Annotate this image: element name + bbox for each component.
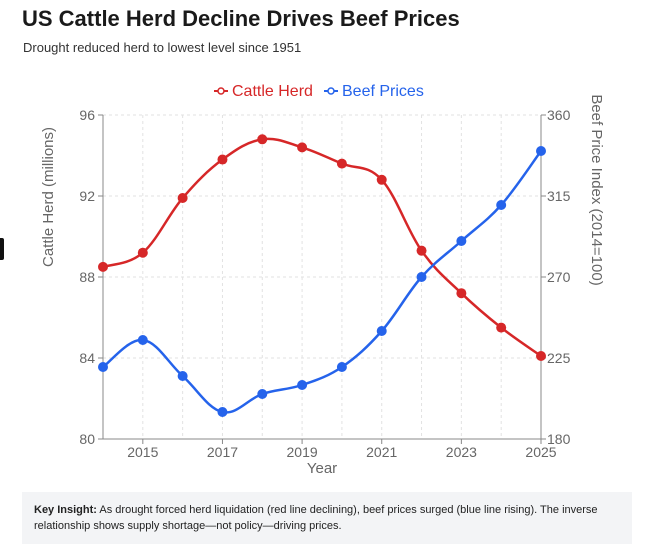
x-tick-label: 2021: [366, 444, 397, 460]
y2-tick-label: 180: [547, 431, 571, 447]
x-tick-label: 2019: [287, 444, 318, 460]
beef-prices-point: [536, 146, 546, 156]
beef-prices-point: [98, 362, 108, 372]
beef-prices-point: [456, 236, 467, 246]
chart-legend: Cattle Herd Beef Prices: [214, 83, 424, 100]
beef-prices-point: [137, 335, 148, 345]
y-tick-label: 88: [79, 269, 95, 285]
y-axis-label: Cattle Herd (millions): [40, 127, 57, 267]
cattle-herd-point: [496, 322, 507, 333]
x-tick-label: 2017: [207, 444, 238, 460]
edge-marker: [0, 238, 4, 260]
chart-subtitle: Drought reduced herd to lowest level sin…: [23, 40, 302, 55]
tick-labels: 80 84 88 92 96 180 225 270 315 360 2015 2017 2019 202…: [79, 107, 570, 460]
legend-swatch-dot: [327, 87, 335, 95]
y-tick-label: 92: [79, 188, 95, 204]
y2-tick-label: 225: [547, 350, 571, 366]
series-points: [98, 134, 546, 417]
cattle-herd-point: [416, 245, 427, 256]
beef-prices-line: [102, 150, 543, 414]
cattle-herd-line: [102, 137, 542, 357]
cattle-herd-point: [217, 154, 228, 165]
y2-tick-label: 270: [547, 269, 571, 285]
beef-prices-point: [336, 362, 347, 372]
cattle-herd-point: [177, 193, 188, 204]
y-tick-label: 96: [79, 107, 95, 123]
key-insight-box: Key Insight: As drought forced herd liqu…: [22, 492, 632, 544]
beef-prices-point: [416, 272, 427, 282]
beef-prices-point: [177, 371, 188, 381]
beef-prices-point: [257, 389, 268, 399]
x-axis-label: Year: [307, 460, 337, 477]
cattle-herd-point: [137, 247, 148, 258]
line-chart: 80 84 88 92 96 180 225 270 315 360 2015 2017 2019 202…: [40, 83, 605, 477]
legend-label: Beef Prices: [342, 83, 424, 100]
x-tick-label: 2023: [446, 444, 477, 460]
insight-label: Key Insight:: [34, 504, 97, 516]
cattle-herd-point: [297, 142, 308, 153]
beef-prices-point: [496, 200, 507, 210]
cattle-herd-point: [456, 288, 467, 299]
x-tick-label: 2025: [525, 444, 556, 460]
chart-grid: [102, 114, 542, 440]
series-lines: [102, 137, 543, 414]
chart-axes: [98, 114, 546, 444]
beef-prices-point: [297, 380, 308, 390]
legend-label: Cattle Herd: [232, 83, 313, 100]
cattle-herd-point: [257, 134, 268, 145]
insight-text: As drought forced herd liquidation (red …: [34, 504, 598, 532]
beef-prices-point: [217, 407, 228, 417]
y-tick-label: 80: [79, 431, 95, 447]
legend-swatch-dot: [217, 87, 225, 95]
legend-item-beef-prices[interactable]: Beef Prices: [324, 83, 424, 100]
beef-prices-point: [376, 326, 387, 336]
y2-tick-label: 315: [547, 188, 571, 204]
chart-title: US Cattle Herd Decline Drives Beef Price…: [22, 6, 460, 31]
x-tick-label: 2015: [127, 444, 158, 460]
cattle-herd-point: [98, 261, 108, 272]
cattle-herd-point: [336, 158, 347, 169]
y2-axis-label: Beef Price Index (2014=100): [588, 94, 605, 285]
y2-tick-label: 360: [547, 107, 571, 123]
cattle-herd-point: [376, 174, 387, 185]
cattle-herd-point: [536, 350, 546, 361]
y-tick-label: 84: [79, 350, 95, 366]
legend-item-cattle-herd[interactable]: Cattle Herd: [214, 83, 313, 100]
